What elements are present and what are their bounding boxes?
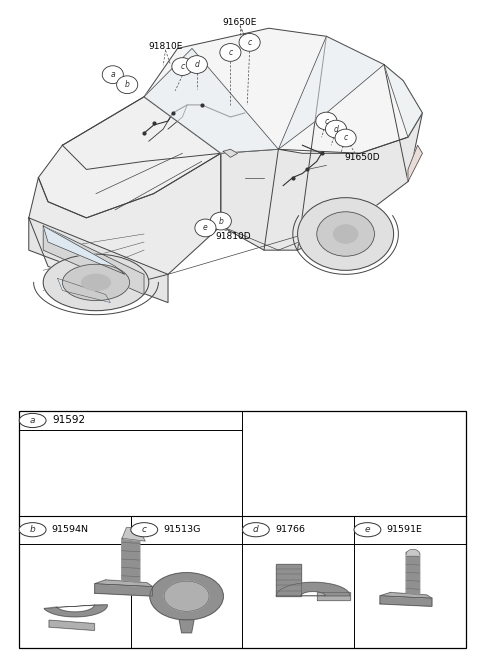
Text: c: c xyxy=(248,38,252,47)
Polygon shape xyxy=(408,145,422,182)
Ellipse shape xyxy=(62,264,130,300)
Circle shape xyxy=(102,66,123,83)
Text: c: c xyxy=(228,48,232,57)
Text: 91766: 91766 xyxy=(275,525,305,534)
Circle shape xyxy=(19,413,46,428)
Polygon shape xyxy=(276,583,350,596)
Ellipse shape xyxy=(164,581,209,611)
Ellipse shape xyxy=(334,225,358,243)
Polygon shape xyxy=(122,538,140,583)
Ellipse shape xyxy=(82,274,110,291)
Text: d: d xyxy=(253,525,259,534)
Text: e: e xyxy=(365,525,370,534)
Circle shape xyxy=(239,33,260,51)
Polygon shape xyxy=(384,64,422,137)
Polygon shape xyxy=(29,154,221,291)
Polygon shape xyxy=(49,620,95,630)
Text: 91810D: 91810D xyxy=(215,232,251,241)
Polygon shape xyxy=(122,527,145,541)
Polygon shape xyxy=(278,36,384,150)
Text: c: c xyxy=(142,525,147,534)
Circle shape xyxy=(242,523,269,537)
Circle shape xyxy=(172,58,193,75)
Text: d: d xyxy=(334,125,338,134)
Text: 91591E: 91591E xyxy=(387,525,422,534)
Circle shape xyxy=(195,219,216,237)
Polygon shape xyxy=(58,278,110,302)
Circle shape xyxy=(19,523,46,537)
Circle shape xyxy=(335,129,356,147)
Text: 91513G: 91513G xyxy=(163,525,201,534)
Text: 91810E: 91810E xyxy=(148,42,183,51)
Circle shape xyxy=(186,56,207,73)
Polygon shape xyxy=(43,226,125,274)
Polygon shape xyxy=(406,552,420,595)
Text: b: b xyxy=(218,216,223,226)
Polygon shape xyxy=(380,596,432,606)
Circle shape xyxy=(210,212,231,230)
Ellipse shape xyxy=(298,197,394,270)
Polygon shape xyxy=(43,226,144,295)
Polygon shape xyxy=(29,218,168,302)
Text: b: b xyxy=(125,80,130,89)
Polygon shape xyxy=(95,580,153,586)
Polygon shape xyxy=(144,49,278,154)
Circle shape xyxy=(316,112,337,130)
Text: a: a xyxy=(110,70,115,79)
Polygon shape xyxy=(317,592,350,600)
Polygon shape xyxy=(38,97,221,218)
Text: d: d xyxy=(194,60,199,69)
Polygon shape xyxy=(95,584,153,596)
Text: c: c xyxy=(344,133,348,142)
Polygon shape xyxy=(223,150,238,157)
Text: 91650E: 91650E xyxy=(223,18,257,27)
Text: b: b xyxy=(30,525,36,534)
Text: c: c xyxy=(324,117,328,125)
Text: 91594N: 91594N xyxy=(52,525,89,534)
Ellipse shape xyxy=(317,212,374,256)
Text: 91650D: 91650D xyxy=(345,153,380,162)
Polygon shape xyxy=(221,113,422,250)
Circle shape xyxy=(325,120,347,138)
Text: c: c xyxy=(180,62,184,71)
Circle shape xyxy=(131,523,157,537)
Polygon shape xyxy=(44,605,108,617)
Text: 91592: 91592 xyxy=(53,415,86,426)
Text: a: a xyxy=(30,416,36,425)
Polygon shape xyxy=(276,564,301,596)
Text: e: e xyxy=(203,224,208,232)
Polygon shape xyxy=(380,592,432,598)
Circle shape xyxy=(220,43,241,61)
Circle shape xyxy=(354,523,381,537)
Circle shape xyxy=(117,76,138,94)
Ellipse shape xyxy=(150,573,223,620)
Polygon shape xyxy=(179,620,194,633)
Polygon shape xyxy=(62,28,422,169)
Ellipse shape xyxy=(43,254,149,311)
